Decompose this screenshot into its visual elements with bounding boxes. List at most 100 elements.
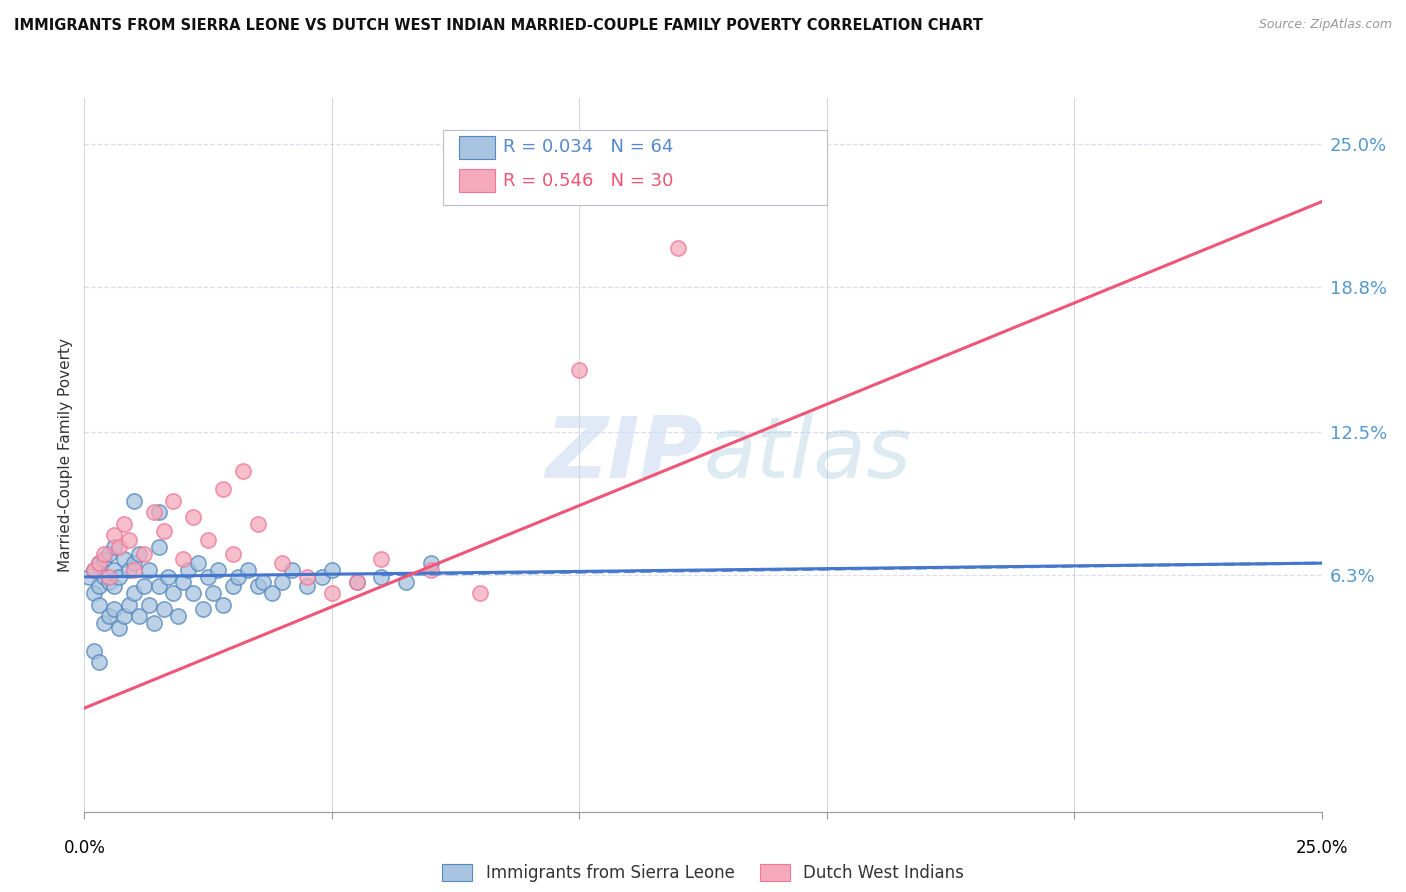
Point — [118, 598, 141, 612]
Point — [152, 602, 174, 616]
Point — [181, 586, 204, 600]
Point — [118, 533, 141, 547]
Point — [271, 556, 294, 570]
FancyBboxPatch shape — [460, 169, 495, 193]
Point — [128, 609, 150, 624]
Point — [162, 494, 184, 508]
Point — [148, 540, 170, 554]
Point — [98, 574, 121, 589]
Point — [172, 551, 194, 566]
Point — [142, 506, 165, 520]
Point — [370, 551, 392, 566]
Text: R = 0.546   N = 30: R = 0.546 N = 30 — [502, 172, 673, 190]
Point — [222, 579, 245, 593]
Point — [89, 579, 111, 593]
Point — [103, 602, 125, 616]
Point — [207, 563, 229, 577]
Text: IMMIGRANTS FROM SIERRA LEONE VS DUTCH WEST INDIAN MARRIED-COUPLE FAMILY POVERTY : IMMIGRANTS FROM SIERRA LEONE VS DUTCH WE… — [14, 18, 983, 33]
Point — [346, 574, 368, 589]
Point — [122, 494, 145, 508]
Point — [181, 510, 204, 524]
Point — [108, 570, 131, 584]
Point — [212, 483, 235, 497]
Point — [118, 563, 141, 577]
Text: ZIP: ZIP — [546, 413, 703, 497]
Point — [197, 533, 219, 547]
FancyBboxPatch shape — [460, 136, 495, 159]
Point — [93, 570, 115, 584]
Point — [222, 547, 245, 561]
Point — [666, 241, 689, 255]
Point — [108, 621, 131, 635]
Point — [766, 149, 789, 163]
Point — [295, 570, 318, 584]
Point — [262, 586, 284, 600]
Point — [152, 524, 174, 538]
FancyBboxPatch shape — [443, 130, 827, 205]
Point — [281, 563, 304, 577]
Point — [138, 598, 160, 612]
Point — [98, 547, 121, 561]
Text: atlas: atlas — [703, 413, 911, 497]
Point — [157, 570, 180, 584]
Point — [172, 574, 194, 589]
Point — [346, 574, 368, 589]
Point — [370, 570, 392, 584]
Point — [83, 563, 105, 577]
Point — [112, 609, 135, 624]
Point — [246, 516, 269, 531]
Point — [142, 615, 165, 630]
Point — [252, 574, 274, 589]
Point — [98, 609, 121, 624]
Point — [83, 563, 105, 577]
Point — [108, 540, 131, 554]
Point — [112, 516, 135, 531]
Point — [132, 579, 155, 593]
Point — [311, 570, 333, 584]
Point — [419, 556, 441, 570]
Point — [197, 570, 219, 584]
Point — [89, 556, 111, 570]
Point — [167, 609, 190, 624]
Point — [93, 551, 115, 566]
Point — [187, 556, 209, 570]
Legend: Immigrants from Sierra Leone, Dutch West Indians: Immigrants from Sierra Leone, Dutch West… — [443, 863, 963, 882]
Point — [236, 563, 259, 577]
Point — [83, 643, 105, 657]
Point — [103, 579, 125, 593]
Point — [93, 547, 115, 561]
Point — [226, 570, 249, 584]
Text: R = 0.034   N = 64: R = 0.034 N = 64 — [502, 138, 673, 156]
Point — [295, 579, 318, 593]
Point — [103, 540, 125, 554]
Point — [419, 563, 441, 577]
Point — [122, 586, 145, 600]
Point — [93, 615, 115, 630]
Y-axis label: Married-Couple Family Poverty: Married-Couple Family Poverty — [58, 338, 73, 572]
Text: 25.0%: 25.0% — [1295, 839, 1348, 857]
Point — [89, 556, 111, 570]
Text: 0.0%: 0.0% — [63, 839, 105, 857]
Point — [202, 586, 225, 600]
Point — [177, 563, 200, 577]
Point — [148, 506, 170, 520]
Point — [138, 563, 160, 577]
Point — [103, 563, 125, 577]
Point — [122, 563, 145, 577]
Point — [89, 598, 111, 612]
Point — [132, 547, 155, 561]
Point — [98, 570, 121, 584]
Point — [321, 563, 343, 577]
Point — [148, 579, 170, 593]
Point — [246, 579, 269, 593]
Point — [89, 655, 111, 669]
Point — [470, 586, 492, 600]
Point — [271, 574, 294, 589]
Point — [83, 586, 105, 600]
Point — [128, 547, 150, 561]
Point — [112, 551, 135, 566]
Point — [568, 363, 591, 377]
Point — [162, 586, 184, 600]
Point — [232, 464, 254, 478]
Point — [212, 598, 235, 612]
